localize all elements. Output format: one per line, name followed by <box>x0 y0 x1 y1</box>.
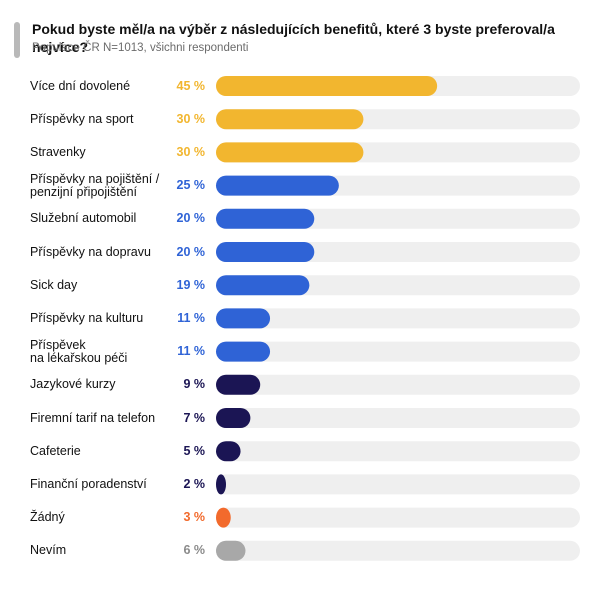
category-label: Sick day <box>30 277 170 292</box>
bar <box>216 175 339 196</box>
bar-track <box>216 507 580 528</box>
bar-track <box>216 441 580 462</box>
value-label: 20 % <box>176 244 206 259</box>
category-label: Žádný <box>30 511 170 524</box>
value-label: 6 % <box>183 543 205 558</box>
value-label: 2 % <box>183 476 205 491</box>
bar <box>216 109 364 130</box>
bar <box>216 142 364 163</box>
category-label-line: Příspěvek <box>30 337 86 352</box>
value-label: 11 % <box>177 310 205 325</box>
category-label: Příspěvky na sport <box>30 111 170 126</box>
bar <box>216 308 271 329</box>
category-label: Služební automobil <box>30 212 170 225</box>
value-label: 5 % <box>183 443 205 458</box>
category-label-line: Příspěvky na dopravu <box>30 244 151 259</box>
category-label: Finanční poradenství <box>30 476 170 491</box>
bar <box>216 208 315 229</box>
value-label: 7 % <box>183 410 205 425</box>
category-label-line: Příspěvky na pojištění / <box>30 171 160 186</box>
category-label: Nevím <box>30 544 170 557</box>
category-label: Více dní dovolené <box>30 78 170 93</box>
category-label: Firemní tarif na telefon <box>30 410 170 425</box>
category-label-line: Služební automobil <box>30 211 137 226</box>
value-label: 11 % <box>177 344 205 359</box>
bar <box>216 374 261 395</box>
bar-track <box>216 540 580 561</box>
bar-track <box>216 341 580 362</box>
category-label-line: Více dní dovolené <box>30 78 131 93</box>
category-label: Příspěvky na kulturu <box>30 310 170 325</box>
value-label: 30 % <box>176 144 206 159</box>
chart-subtitle: Populace ČR N=1013, všichni respondenti <box>32 42 249 54</box>
value-label: 9 % <box>183 377 205 392</box>
category-label-line: Sick day <box>30 277 78 292</box>
category-label: Jazykové kurzy <box>30 378 170 391</box>
category-label-line: Stravenky <box>30 144 86 159</box>
bar <box>216 242 315 262</box>
category-label-line: Firemní tarif na telefon <box>30 410 156 425</box>
category-label-line: Žádný <box>30 510 65 525</box>
category-label-line: penzijní připojištění <box>30 184 138 199</box>
value-label: 25 % <box>176 178 206 193</box>
category-label: Stravenky <box>30 144 170 159</box>
bar <box>216 408 251 428</box>
value-label: 45 % <box>176 78 206 93</box>
value-label: 30 % <box>176 111 206 126</box>
category-label-line: Cafeterie <box>30 443 81 458</box>
category-label-line: na lékařskou péči <box>30 350 128 365</box>
chart-title: Pokud byste měl/a na výběr z následující… <box>32 21 555 55</box>
category-label-line: Příspěvky na sport <box>30 111 134 126</box>
bar-track <box>216 474 580 495</box>
bar <box>216 76 438 96</box>
bar <box>216 441 241 462</box>
category-label: Příspěvky na dopravu <box>30 244 170 259</box>
bar <box>216 474 226 495</box>
bar <box>216 341 271 362</box>
value-label: 3 % <box>183 510 205 525</box>
bar <box>216 275 310 296</box>
bar-track <box>216 308 580 329</box>
bar-track <box>216 374 580 395</box>
value-label: 19 % <box>176 277 206 292</box>
category-label: Příspěvky na pojištění / penzijní připoji… <box>30 171 170 199</box>
value-label: 20 % <box>176 211 206 226</box>
title-accent-bar <box>14 22 20 58</box>
bar <box>216 507 231 528</box>
category-label-line: Jazykové kurzy <box>30 377 116 392</box>
category-label-line: Nevím <box>30 543 67 558</box>
bar-track <box>216 408 580 428</box>
category-label-line: Příspěvky na kulturu <box>30 310 144 325</box>
bar <box>216 540 246 561</box>
category-label: Cafeterie <box>30 443 170 458</box>
category-label: Příspěvek na lékařskou péči <box>30 337 170 365</box>
category-label-line: Finanční poradenství <box>30 476 147 491</box>
